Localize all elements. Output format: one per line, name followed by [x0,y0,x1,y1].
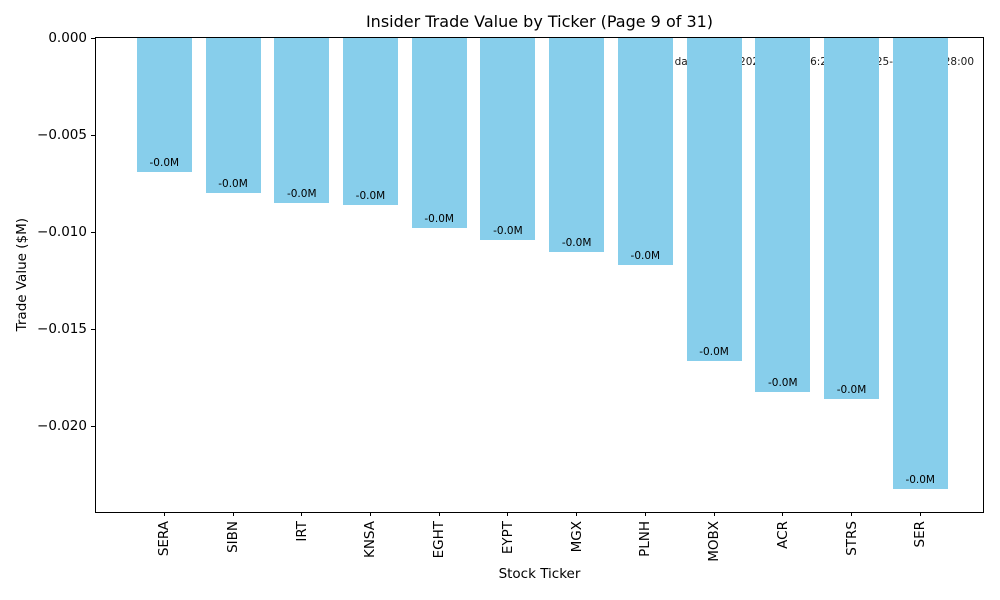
x-tick-irt [301,512,303,516]
bar-strs [824,38,879,400]
x-tick-strs [851,512,852,516]
x-tick-label-sibn: SIBN [225,521,242,553]
x-tick-eypt [507,512,509,516]
y-tick-label: 0.000 [48,29,87,46]
x-tick-knsa [369,512,371,516]
bar-value-label-strs: -0.0M [836,384,867,397]
x-tick-mobx [713,512,715,516]
y-tick-label: −0.010 [37,223,87,240]
bar-plnh [617,38,673,266]
bar-value-label-mobx: -0.0M [699,345,729,358]
bar-sibn [205,38,261,194]
bar-value-label-eght: -0.0M [424,213,454,226]
x-tick-label-mgx: MGX [568,521,585,553]
bar-sera [136,38,192,172]
y-tick-label: −0.015 [37,320,87,337]
bar-knsa [342,38,398,206]
x-tick-plnh [644,512,646,516]
bar-value-label-plnh: -0.0M [630,250,661,263]
x-tick-label-strs: STRS [843,521,860,556]
bar-mgx [549,38,605,252]
bar-mobx [686,38,742,361]
y-tick-label: −0.005 [37,126,87,143]
y-axis-title-wrap: Trade Value ($M) [12,37,32,513]
x-tick-label-plnh: PLNH [637,521,654,557]
y-tick [91,37,95,39]
x-tick-mgx [576,512,578,516]
bar-irt [274,38,330,204]
bar-acr [755,38,811,392]
x-tick-label-ser: SER [912,521,929,548]
x-tick-acr [782,512,784,516]
x-tick-label-eypt: EYPT [499,521,516,555]
y-axis-title: Trade Value ($M) [14,218,30,332]
y-tick [91,231,95,233]
chart-title: Insider Trade Value by Ticker (Page 9 of… [365,12,714,31]
x-tick-label-eght: EGHT [431,521,448,559]
y-tick [91,328,95,330]
x-tick-sera [163,512,165,516]
bar-value-label-sibn: -0.0M [218,178,248,191]
x-tick-eght [438,512,440,516]
x-tick-sibn [232,512,234,516]
bar-ser [892,38,948,489]
bar-eypt [480,38,536,240]
y-tick [91,134,95,136]
x-tick-label-knsa: KNSA [362,521,379,559]
bar-value-label-irt: -0.0M [286,188,317,201]
bar-eght [411,38,467,229]
bar-value-label-ser: -0.0M [905,473,935,486]
x-tick-label-mobx: MOBX [706,521,723,562]
plot-area: Trade date range: 2025-11-26 16:28:00 – … [37,30,984,562]
bar-value-label-eypt: -0.0M [493,225,523,237]
x-tick-ser [919,512,921,516]
x-tick-label-sera: SERA [156,521,173,557]
y-tick [91,426,95,427]
bar-value-label-mgx: -0.0M [561,236,592,249]
x-tick-label-irt: IRT [293,521,310,542]
bar-value-label-sera: -0.0M [149,157,180,169]
x-tick-label-acr: ACR [774,521,791,549]
y-tick-label: −0.020 [37,418,87,434]
x-axis-title: Stock Ticker [498,566,581,582]
bar-value-label-acr: -0.0M [767,376,798,389]
bar-value-label-knsa: -0.0M [355,190,386,203]
